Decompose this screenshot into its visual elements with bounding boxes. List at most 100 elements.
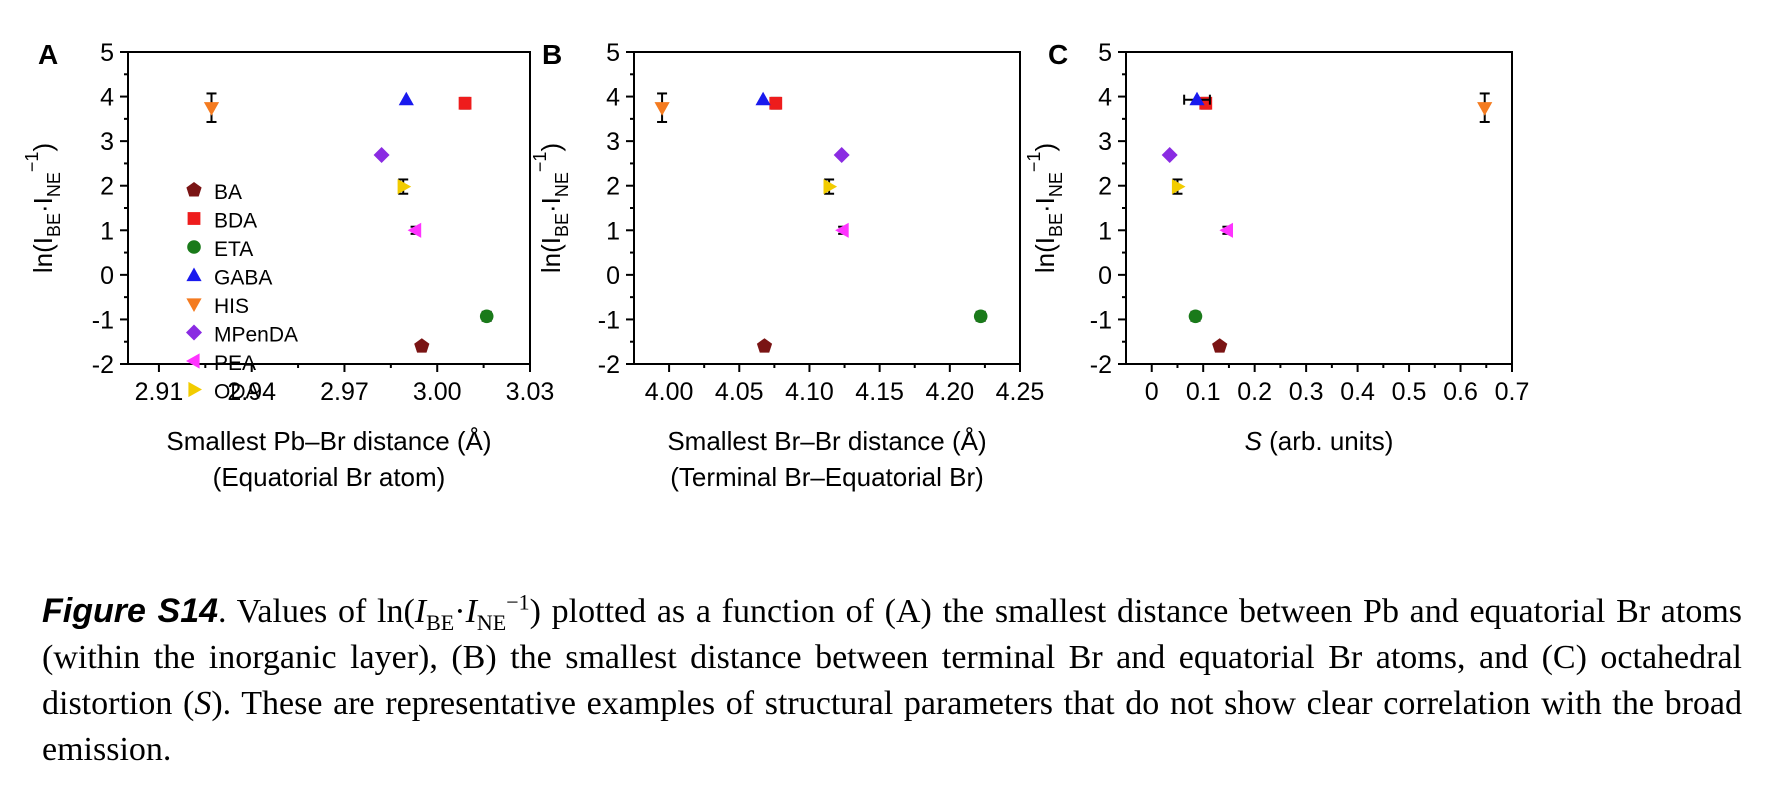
y-axis-label-0: ln(IBE·INE−1) bbox=[22, 143, 64, 273]
y-tick-label: -2 bbox=[1090, 351, 1112, 379]
legend-marker-pea bbox=[186, 353, 200, 369]
legend-marker-bda bbox=[187, 212, 201, 225]
data-point-eta bbox=[1188, 309, 1203, 324]
x-tick-label: 3.00 bbox=[413, 378, 462, 406]
marker-oda bbox=[397, 179, 412, 195]
legend-label-bda: BDA bbox=[214, 210, 257, 233]
x-tick-label: 2.91 bbox=[135, 378, 184, 406]
marker-pea bbox=[407, 222, 422, 238]
y-tick-label: 0 bbox=[100, 262, 114, 290]
x-tick-label: 0.5 bbox=[1392, 378, 1427, 406]
marker-oda bbox=[1171, 179, 1186, 195]
marker-mpenda bbox=[1161, 147, 1178, 163]
marker-eta bbox=[1188, 309, 1203, 324]
data-point-bda bbox=[769, 96, 783, 110]
panel-letter: B bbox=[542, 39, 562, 70]
data-point-oda bbox=[397, 178, 412, 195]
y-tick-label: 4 bbox=[1098, 84, 1112, 112]
y-tick-label: -1 bbox=[598, 306, 620, 334]
y-tick-label: 0 bbox=[1098, 262, 1112, 290]
marker-gaba bbox=[755, 91, 771, 106]
marker-bda bbox=[769, 96, 783, 110]
marker-his bbox=[1477, 102, 1493, 116]
y-tick-label: 5 bbox=[606, 39, 620, 67]
marker-eta bbox=[479, 309, 494, 324]
x-tick-label: 0.3 bbox=[1289, 378, 1324, 406]
y-tick-label: 3 bbox=[606, 128, 620, 156]
y-tick-label: 2 bbox=[100, 173, 114, 201]
x-tick-label: 2.97 bbox=[320, 378, 369, 406]
marker-oda bbox=[823, 179, 838, 195]
legend-label-eta: ETA bbox=[214, 238, 253, 261]
data-point-ba bbox=[756, 338, 773, 353]
caption-s-symbol: S bbox=[194, 685, 212, 722]
marker-eta bbox=[973, 309, 988, 324]
figure: A -2 -1 0 1 2 3 4 5 2.91 2.94 2.97 3.00 3.03 Smallest … bbox=[22, 39, 1529, 492]
x-tick-label: 2.94 bbox=[227, 378, 276, 406]
y-tick-label: 3 bbox=[100, 128, 114, 156]
legend-marker-oda bbox=[188, 381, 202, 398]
caption-i-symbol: I bbox=[414, 593, 427, 630]
y-axis-label-2: ln(IBE·INE−1) bbox=[1024, 143, 1066, 273]
legend-label-gaba: GABA bbox=[214, 267, 272, 290]
marker-mpenda bbox=[833, 147, 850, 163]
y-tick-label: -1 bbox=[92, 306, 114, 334]
data-point-his bbox=[654, 92, 670, 123]
data-point-his bbox=[203, 92, 220, 123]
legend-marker-eta bbox=[187, 240, 201, 254]
figure-caption: Figure S14. Values of ln(IBE·INE−1) plot… bbox=[42, 589, 1743, 768]
data-point-ba bbox=[414, 338, 430, 353]
legend-marker-mpenda bbox=[186, 324, 202, 341]
y-axis-label-1: ln(IBE·INE−1) bbox=[530, 143, 572, 273]
x-tick-label: 4.20 bbox=[925, 378, 974, 406]
y-tick-label: -2 bbox=[598, 351, 620, 379]
chart-panel-C: C -2 -1 0 1 2 3 4 5 0 0.1 0.2 0.3 0.4 0.5 0.6 0.7 S (arb.… bbox=[1024, 39, 1529, 456]
x-tick-label: 4.25 bbox=[996, 378, 1045, 406]
data-point-gaba bbox=[755, 91, 771, 106]
y-tick-label: 0 bbox=[606, 262, 620, 290]
marker-pea bbox=[835, 222, 849, 238]
data-point-pea bbox=[407, 222, 422, 238]
legend-label-pea: PEA bbox=[214, 352, 256, 375]
legend-marker-his bbox=[186, 298, 202, 312]
marker-ba bbox=[414, 338, 430, 353]
y-tick-label: 5 bbox=[100, 39, 114, 67]
legend-label-his: HIS bbox=[214, 295, 249, 318]
x-tick-label: 0.6 bbox=[1443, 378, 1478, 406]
chart-panel-B: B -2 -1 0 1 2 3 4 5 4.00 4.05 4.10 4.15 4.20 4.25 Small… bbox=[530, 39, 1044, 492]
data-point-mpenda bbox=[833, 147, 850, 163]
legend-marker-gaba bbox=[186, 267, 202, 282]
legend-label-mpenda: MPenDA bbox=[214, 324, 298, 347]
y-tick-label: 1 bbox=[100, 217, 114, 245]
y-tick-label: 4 bbox=[606, 84, 620, 112]
x-axis-label: Smallest Br–Br distance (Å) bbox=[667, 426, 986, 456]
data-point-mpenda bbox=[373, 147, 390, 163]
marker-gaba bbox=[398, 91, 414, 106]
x-tick-label: 0.7 bbox=[1495, 378, 1530, 406]
y-tick-label: -2 bbox=[92, 351, 114, 379]
data-point-pea bbox=[1219, 222, 1233, 238]
data-point-gaba bbox=[1183, 91, 1211, 106]
marker-gaba bbox=[1189, 91, 1205, 106]
marker-ba bbox=[1212, 338, 1228, 353]
y-tick-label: 1 bbox=[606, 217, 620, 245]
x-tick-label: 0 bbox=[1145, 378, 1159, 406]
x-tick-label: 0.2 bbox=[1237, 378, 1272, 406]
x-axis-label: S (arb. units) bbox=[1245, 426, 1394, 456]
legend-label-ba: BA bbox=[214, 181, 242, 204]
marker-bda bbox=[458, 96, 472, 110]
x-axis-label: Smallest Pb–Br distance (Å) bbox=[166, 426, 491, 456]
chart-panel-A: A -2 -1 0 1 2 3 4 5 2.91 2.94 2.97 3.00 3.03 Smallest … bbox=[22, 39, 554, 492]
marker-mpenda bbox=[373, 147, 390, 163]
x-tick-label: 4.15 bbox=[855, 378, 904, 406]
y-tick-label: 1 bbox=[1098, 217, 1112, 245]
plot-frame bbox=[633, 51, 1021, 365]
caption-label: Figure S14 bbox=[42, 592, 219, 630]
marker-ba bbox=[756, 338, 773, 353]
data-point-eta bbox=[973, 309, 988, 324]
x-tick-label: 0.1 bbox=[1186, 378, 1221, 406]
caption-sub-be: BE bbox=[426, 609, 455, 635]
caption-sub-ne: NE bbox=[476, 609, 507, 635]
panel-letter: A bbox=[38, 39, 58, 70]
x-tick-label: 3.03 bbox=[506, 378, 555, 406]
